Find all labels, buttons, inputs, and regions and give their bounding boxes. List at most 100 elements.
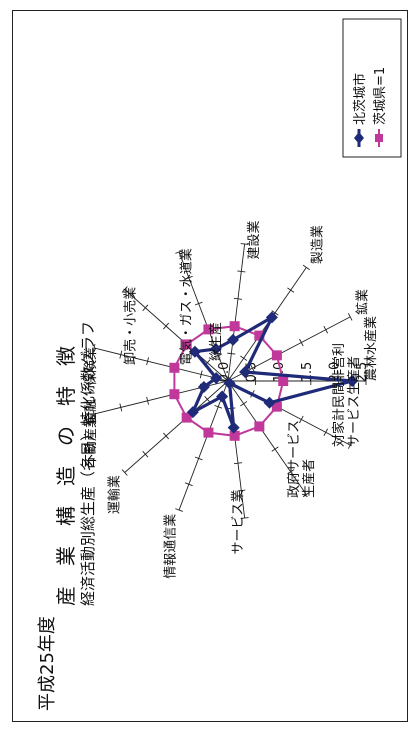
series-layer [169,311,359,441]
category-label: 政府サービス 生産者 [287,420,317,498]
data-point [169,389,180,400]
axis-tick [250,364,255,372]
category-label-text: サービス生産者 [346,356,362,447]
axis-tick [146,357,150,366]
axis-tick [302,491,310,498]
data-point [346,375,359,387]
category-label-text: 農林水産業 [363,316,379,381]
data-point [278,376,289,386]
axis-spoke [227,243,246,382]
data-point [254,421,265,432]
chart-frame: 0.0 0.5 1.0 1.5 2.0 2.5 農林水産業 鉱業 製造業 建設業 電気・ガス・水道… [12,10,408,722]
category-label: 情報通信業 [163,514,179,579]
category-label: 製造業 [310,225,326,264]
axis-tick [227,352,236,355]
category-label-text: 対家計民間非営利 [331,343,347,447]
data-point [210,372,223,385]
legend-marker [375,134,383,142]
data-point [209,343,222,355]
axis-tick [347,441,353,449]
data-point [265,311,278,324]
axis-tick [194,301,203,306]
axis-tick [287,287,295,293]
axis-tick [119,350,123,359]
axis-spoke [227,380,307,495]
axis-tick [163,322,170,330]
axis-spoke [178,380,229,511]
data-point [271,350,282,361]
data-point [254,330,265,341]
scale-tick-label: 2.5 [355,362,370,383]
year-label: 平成25年度 [37,616,58,711]
data-point [203,427,214,438]
legend-box [342,18,402,158]
category-label: 鉱業 [355,289,371,315]
series-line [189,313,353,429]
axis-tick [237,489,246,492]
category-label: 電気・ガス・水道業 [179,248,195,365]
category-label: 対家計民間非営利 サービス生産者 [331,343,362,447]
axis-spoke [178,251,229,382]
axis-tick [121,469,128,476]
legend-entry: 北茨城市 [352,73,368,125]
axis-tick [92,410,96,419]
category-label-text: 政府サービス [287,420,302,498]
axis-tick [142,450,149,458]
data-point [239,366,252,379]
category-label-text: 電気・ガス・水道業 [179,248,195,365]
axis-spoke [124,289,229,382]
category-label-text: サービス業 [230,489,246,554]
category-label-text: 卸売・小売業 [123,287,139,365]
title-layer: 平成25年度 産 業 構 造 の 特 徴経済活動別総生産（名目）特化係数グラフ [37,321,97,711]
data-point [181,339,192,350]
axis-tick [142,304,149,312]
data-point [223,377,236,390]
data-point [229,321,240,332]
axis-tick [163,432,170,440]
axis-tick [194,456,203,461]
legend-marker [354,132,364,144]
data-point [226,333,239,346]
axis-tick [214,404,223,409]
legend: 北茨城市 茨城県=1 [342,18,402,158]
axis-tick [119,403,123,412]
axis-tick [240,243,249,245]
axis-tick [214,353,223,358]
axis-tick [184,482,193,487]
axis-tick [287,469,295,475]
category-label: 農林水産業 [363,316,379,381]
axis-tick [271,446,279,452]
category-label-text: 建設業 [246,221,262,260]
data-point [216,390,229,403]
category-label-text: 不動産業 [83,415,99,467]
axis-spoke [124,380,229,473]
category-label-text: 製造業 [310,225,326,264]
data-point [229,430,240,441]
axis-tick [184,275,193,280]
legend-entry: 茨城県=1 [373,67,388,125]
axis-tick [302,264,310,271]
data-point [271,401,282,412]
axis-tick [121,286,128,293]
axis-tick [146,396,150,405]
axis-tick [175,250,183,254]
axis-tick [233,297,243,300]
category-label-text: 鉱業 [355,289,371,315]
category-label-text: 金融・保険業 [83,347,99,425]
axis-spoke [93,347,229,382]
scale-tick-label: 2.0 [327,362,342,383]
axis-tick [240,517,249,519]
data-point [169,362,180,373]
chart-title: 産 業 構 造 の 特 徴 [54,346,78,606]
center-label: 総生産 [208,322,224,361]
axis-tick [323,325,329,334]
axis-tick [323,428,329,437]
category-label-text: 運輸業 [107,475,123,514]
category-label: サービス業 [230,489,246,554]
data-point [188,345,201,358]
axis-tick [299,338,304,347]
category-label: 建設業 [246,221,262,260]
axis-tick [204,396,211,403]
category-label-text: 情報通信業 [163,514,179,579]
